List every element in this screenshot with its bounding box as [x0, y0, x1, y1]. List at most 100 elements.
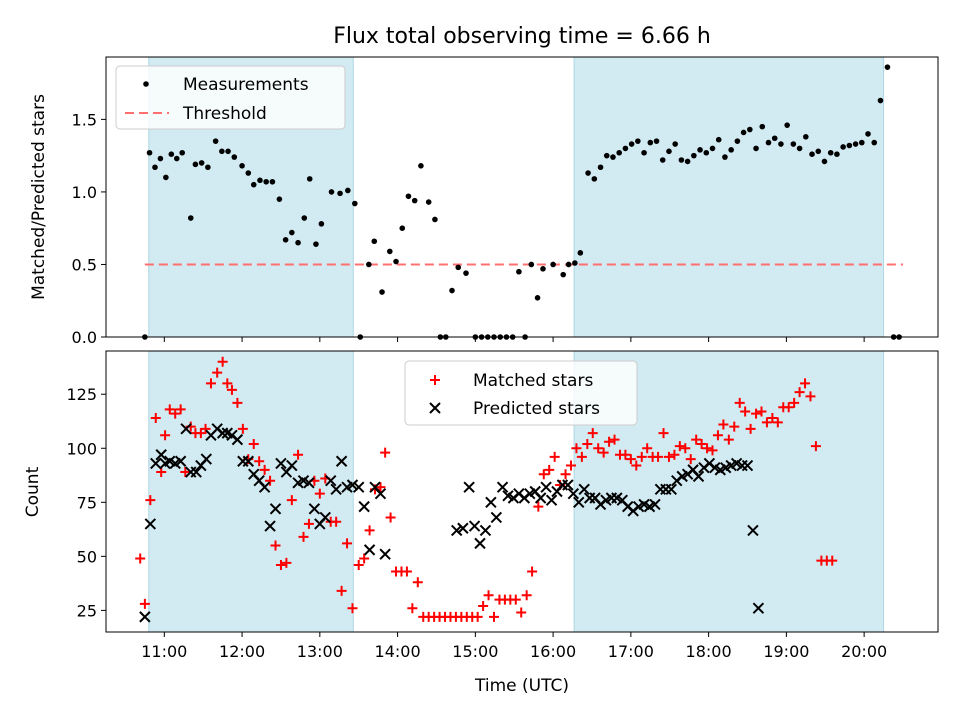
x-tick-label: 11:00 [141, 642, 187, 661]
matched-star-point [375, 482, 386, 493]
measurement-point [871, 139, 878, 146]
measurement-point [703, 149, 710, 156]
matched-star-point [281, 557, 292, 568]
bottom-axes-frame [105, 350, 939, 633]
measurement-point [659, 157, 666, 163]
measurement-point [550, 261, 556, 268]
matched-star-point [734, 397, 745, 408]
matched-star-point [549, 451, 560, 462]
bottom-legend-box [404, 360, 638, 426]
measurement-point [371, 238, 378, 245]
top-y-axis-label: Matched/Predicted stars [29, 94, 49, 300]
matched-star-point [593, 443, 604, 454]
matched-star-point [565, 460, 576, 471]
bottom-y-tick-label: 125 [66, 385, 97, 404]
measurement-point [715, 136, 722, 143]
measurement-point [179, 149, 186, 156]
predicted-star-point [649, 498, 661, 511]
measurement-point [245, 170, 252, 176]
matched-star-point [810, 441, 821, 452]
matched-star-point [674, 441, 685, 452]
measurement-point [157, 155, 164, 162]
top-panel: 0.0 0.5 1.0 1.5 Measurements Threshold [72, 56, 939, 347]
matched-star-point [772, 417, 783, 428]
matched-star-point [707, 445, 718, 456]
measurement-point [328, 189, 335, 195]
predicted-star-point [573, 496, 585, 509]
chart-title: Flux total observing time = 6.66 h [333, 24, 711, 49]
predicted-star-point [562, 479, 574, 491]
matched-star-point [533, 501, 544, 512]
matched-star-point [364, 525, 375, 536]
measurement-point [219, 148, 225, 155]
matched-star-point [516, 607, 527, 618]
matched-star-point [729, 421, 740, 432]
matched-star-point [680, 443, 691, 454]
measurement-point [187, 215, 194, 221]
measurement-point [691, 152, 697, 159]
x-tick-label: 16:00 [530, 642, 576, 661]
matched-star-point [164, 404, 175, 415]
predicted-star-point [578, 483, 590, 496]
predicted-star-point [379, 548, 391, 560]
matched-star-point [170, 408, 181, 419]
measurement-point [759, 123, 766, 130]
matched-star-point [712, 430, 723, 441]
predicted-star-point [692, 470, 705, 483]
matched-star-point [756, 406, 767, 417]
measurement-point [653, 138, 660, 144]
measurement-point [610, 154, 616, 160]
measurement-point [198, 160, 205, 166]
measurement-point [516, 268, 522, 275]
matched-star-point [401, 566, 412, 577]
matched-star-point [571, 443, 582, 454]
measurement-point [366, 261, 372, 268]
predicted-star-point [450, 524, 463, 537]
x-tick-label: 13:00 [297, 642, 343, 661]
measurement-point [352, 200, 358, 207]
measurement-point [565, 261, 572, 268]
matched-star-point [609, 434, 620, 445]
measurement-point [318, 221, 325, 227]
x-tick-label: 17:00 [608, 642, 654, 661]
measurement-point [790, 141, 797, 147]
matched-star-point [702, 443, 713, 454]
predicted-star-point [258, 481, 271, 493]
matched-star-point [598, 447, 609, 458]
predicted-star-point [319, 511, 331, 524]
measurement-point [432, 216, 438, 223]
legend-measurement-marker [143, 81, 149, 87]
measurement-point [728, 147, 734, 153]
measurement-point [697, 147, 703, 153]
measurement-point [815, 148, 822, 155]
matched-star-point [620, 449, 631, 460]
matched-star-point [180, 467, 191, 478]
measurement-point [846, 142, 853, 149]
matched-star-point [265, 475, 276, 486]
measurement-point [753, 145, 759, 152]
measurement-point [295, 239, 301, 246]
matched-star-point [217, 356, 228, 367]
measurement-point [834, 151, 840, 158]
measurement-point [765, 139, 772, 146]
matched-star-point [347, 603, 358, 614]
predicted-star-point [269, 503, 282, 515]
measurement-point [146, 149, 153, 156]
measurement-point [282, 236, 289, 243]
measurement-point [884, 64, 891, 70]
matched-star-point [259, 464, 270, 475]
measurement-point [418, 163, 424, 169]
matched-star-point [691, 434, 702, 445]
matched-star-point [232, 397, 243, 408]
measurement-point [740, 129, 747, 136]
matched-star-point [751, 408, 762, 419]
matched-star-point [827, 555, 838, 566]
top-y-tick-label: 0.0 [72, 328, 97, 347]
measurement-point [540, 266, 546, 272]
matched-star-point [293, 449, 304, 460]
matched-star-point [663, 451, 674, 462]
matched-star-point [718, 419, 729, 430]
measurement-point [778, 141, 784, 147]
measurement-point [449, 287, 455, 294]
